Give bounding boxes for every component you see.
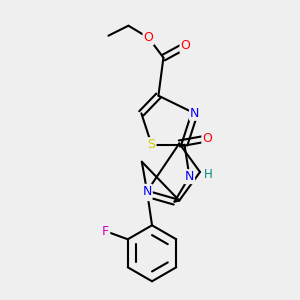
Text: O: O (143, 31, 153, 44)
Text: O: O (202, 132, 212, 145)
Text: N: N (185, 170, 194, 183)
Text: O: O (142, 187, 152, 200)
Text: H: H (203, 168, 212, 181)
Text: N: N (190, 107, 199, 120)
Text: F: F (102, 225, 109, 238)
Text: S: S (148, 138, 155, 151)
Text: O: O (181, 39, 190, 52)
Text: N: N (142, 185, 152, 198)
